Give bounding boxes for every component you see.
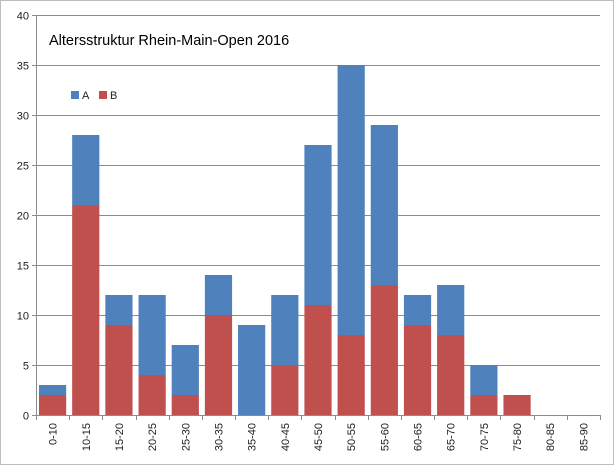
bar-b-75-80 [503, 395, 531, 415]
bar-b-50-55 [337, 335, 365, 415]
bar-a-45-50 [304, 145, 332, 305]
x-tick-label: 75-80 [512, 423, 524, 451]
x-tick-label: 35-40 [247, 423, 259, 451]
x-tick-label: 25-30 [180, 423, 192, 451]
x-tick-label: 15-20 [114, 423, 126, 451]
bar-a-60-65 [403, 295, 432, 325]
chart-title: Altersstruktur Rhein-Main-Open 2016 [49, 33, 289, 49]
y-tick-label: 10 [17, 311, 29, 323]
x-tick-label: 85-90 [578, 423, 590, 451]
bar-a-20-25 [138, 295, 166, 375]
bar-a-30-35 [204, 275, 233, 315]
bar-b-20-25 [138, 375, 166, 415]
x-tick-label: 20-25 [147, 423, 159, 451]
y-tick-label: 40 [17, 11, 29, 23]
y-tick-label: 30 [17, 111, 29, 123]
bar-b-10-15 [72, 205, 100, 415]
legend-label-b: B [110, 90, 117, 102]
legend-swatch-b [99, 91, 107, 99]
y-tick-label: 20 [17, 211, 29, 223]
x-tick-label: 45-50 [313, 423, 325, 451]
x-tick-label: 60-65 [413, 423, 425, 451]
x-tick-label: 70-75 [479, 423, 491, 451]
y-tick-label: 0 [23, 411, 29, 423]
x-tick-label: 10-15 [81, 423, 93, 451]
bar-a-35-40 [238, 325, 266, 415]
bar-a-70-75 [470, 365, 498, 395]
x-tick-label: 65-70 [446, 423, 458, 451]
bar-a-15-20 [105, 295, 133, 325]
bar-b-55-60 [370, 285, 398, 415]
bar-b-45-50 [304, 305, 332, 415]
bar-a-50-55 [337, 65, 365, 335]
x-tick-label: 55-60 [379, 423, 391, 451]
bar-a-55-60 [370, 125, 398, 285]
x-axis-ticks: 0-10 10-15 15-20 20-25 25-30 30-35 35-40 40-45 4… [36, 415, 601, 451]
x-tick-label: 30-35 [213, 423, 225, 451]
y-tick-label: 35 [17, 61, 29, 73]
bar-a-25-30 [171, 345, 199, 395]
x-tick-label: 40-45 [280, 423, 292, 451]
y-tick-label: 15 [17, 261, 29, 273]
bar-b-40-45 [271, 365, 299, 415]
bar-b-65-70 [437, 335, 465, 415]
bar-b-25-30 [171, 395, 199, 415]
legend-label-a: A [82, 90, 90, 102]
x-tick-label: 0-10 [48, 423, 60, 445]
bar-b-70-75 [470, 395, 498, 415]
bar-a-10-15 [72, 135, 100, 205]
x-tick-label: 50-55 [346, 423, 358, 451]
bar-a-0-10 [38, 385, 67, 395]
y-tick-label: 25 [17, 161, 29, 173]
legend-swatch-a [71, 91, 79, 99]
x-tick-label: 80-85 [545, 423, 557, 451]
bar-b-15-20 [105, 325, 133, 415]
bar-a-65-70 [437, 285, 465, 335]
bar-a-40-45 [271, 295, 299, 365]
bar-b-60-65 [403, 325, 432, 415]
y-axis-ticks: 0 5 10 15 20 25 30 35 40 [17, 11, 36, 423]
bar-b-30-35 [204, 315, 233, 415]
y-tick-label: 5 [23, 361, 29, 373]
bar-b-0-10 [38, 395, 67, 415]
bars [38, 65, 531, 415]
